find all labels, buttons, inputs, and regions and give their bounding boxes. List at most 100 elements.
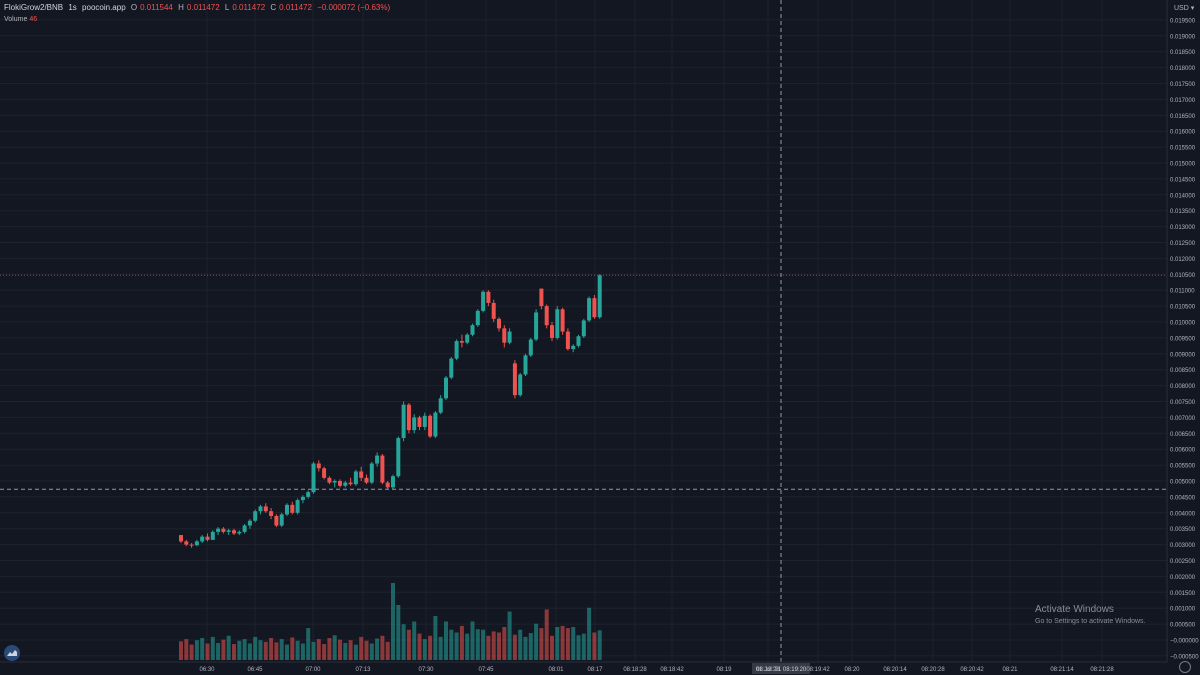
volume-bar	[385, 641, 390, 660]
price-tick-label: 0.007000	[1170, 416, 1196, 422]
volume-bar	[528, 633, 533, 660]
candle-body	[226, 530, 231, 532]
price-tick-label: 0.011000	[1170, 289, 1195, 295]
gear-icon[interactable]	[1179, 661, 1191, 673]
currency-selector[interactable]: USD ▾	[1174, 4, 1194, 12]
volume-bar	[406, 629, 411, 660]
volume-bar	[486, 635, 491, 660]
volume-bar	[497, 632, 501, 660]
candle-body	[528, 339, 533, 356]
price-tick-label: 0.016000	[1170, 130, 1196, 136]
volume-bar	[332, 635, 337, 660]
volume-bar	[433, 616, 438, 660]
chart-logo-button[interactable]	[4, 645, 20, 661]
candle-body	[417, 417, 422, 427]
volume-bar	[481, 629, 486, 660]
price-tick-label: 0.017500	[1170, 82, 1196, 88]
volume-bar	[391, 583, 395, 660]
candle-body	[184, 541, 189, 545]
volume-bar	[375, 638, 380, 660]
candle-body	[343, 482, 348, 486]
volume-bar	[279, 639, 284, 660]
volume-bar	[417, 633, 422, 660]
volume-bar	[592, 632, 597, 660]
volume-bar	[422, 639, 427, 660]
volume-bar	[512, 634, 517, 660]
price-tick-label: 0.008500	[1170, 368, 1196, 374]
symbol-name: FlokiGrow2/BNB	[4, 3, 64, 12]
volume-bar	[205, 643, 210, 660]
candle-body	[375, 455, 380, 464]
interval: 1s	[68, 3, 77, 12]
volume-bar	[184, 639, 189, 660]
candle-body	[587, 298, 592, 321]
low-value: 0.011472	[232, 3, 266, 12]
volume-bar	[491, 631, 496, 660]
time-tick-label: 08:17	[587, 667, 603, 673]
time-tick-label: 08:19	[716, 667, 732, 673]
price-tick-label: 0.019000	[1170, 34, 1196, 40]
candle-body	[597, 275, 602, 318]
candle-body	[300, 496, 305, 501]
candle-body	[512, 363, 517, 396]
candle-body	[459, 341, 464, 343]
candle-body	[258, 506, 263, 512]
candle-body	[269, 511, 274, 516]
price-tick-label: 0.005500	[1170, 464, 1196, 470]
volume-bar	[470, 621, 475, 660]
candle-body	[428, 415, 433, 437]
volume-bar	[210, 636, 215, 660]
volume-bars	[179, 583, 602, 660]
price-tick-label: 0.015500	[1170, 146, 1196, 152]
candle-body	[433, 412, 438, 437]
time-tick-label: 07:00	[305, 667, 321, 673]
candle-body	[422, 415, 427, 427]
candle-body	[481, 291, 486, 311]
volume-bar	[194, 640, 199, 660]
price-tick-label: 0.008000	[1170, 384, 1196, 390]
candle-body	[438, 398, 443, 413]
volume-bar	[343, 642, 348, 660]
candle-body	[242, 525, 247, 532]
candle-body	[449, 358, 454, 378]
low-label: L	[224, 3, 230, 12]
candle-body	[560, 309, 565, 332]
volume-bar	[465, 633, 470, 660]
candle-body	[581, 320, 586, 337]
time-tick-label: 08:21:28	[1090, 667, 1114, 673]
volume-bar	[523, 636, 528, 660]
volume-bar	[396, 605, 401, 660]
close-label: C	[270, 3, 277, 12]
volume-bar	[428, 635, 433, 660]
volume-bar	[449, 629, 454, 660]
volume-bar	[348, 640, 353, 660]
candle-body	[247, 520, 252, 526]
candle-body	[491, 302, 496, 319]
candle-body	[189, 544, 194, 546]
candle-body	[507, 331, 512, 343]
price-tick-label: 0.010000	[1170, 321, 1196, 327]
volume-bar	[269, 638, 274, 660]
time-tick-label: 08:19:28	[756, 667, 780, 673]
watermark-subtitle: Go to Settings to activate Windows.	[1035, 618, 1146, 625]
time-tick-label: 08:20	[844, 667, 860, 673]
volume-bar	[380, 635, 385, 660]
candle-body	[465, 334, 470, 343]
candle-body	[380, 455, 385, 483]
candle-body	[290, 504, 295, 513]
candle-body	[550, 325, 554, 338]
candle-body	[179, 535, 183, 542]
source-name: poocoin.app	[82, 3, 126, 12]
price-tick-label: 0.009000	[1170, 352, 1196, 358]
volume-bar	[444, 621, 448, 660]
volume-legend: Volume 46	[4, 16, 37, 23]
price-tick-label: 0.000500	[1170, 623, 1196, 629]
volume-bar	[507, 611, 512, 660]
price-tick-label: 0.015000	[1170, 162, 1196, 168]
price-tick-label: 0.018500	[1170, 50, 1196, 56]
volume-bar	[226, 635, 231, 660]
price-tick-label: 0.004000	[1170, 511, 1196, 517]
price-tick-label: 0.014500	[1170, 177, 1196, 183]
time-axis: 06:30 06:45 07:00 07:13 07:30 07:45 08:01 08:17…	[0, 661, 1167, 673]
